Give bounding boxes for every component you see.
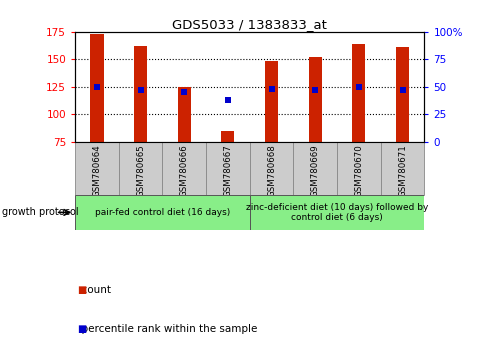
Bar bbox=[162, 142, 206, 195]
Text: growth protocol: growth protocol bbox=[2, 207, 79, 217]
Text: GSM780666: GSM780666 bbox=[180, 144, 188, 197]
Bar bbox=[119, 142, 162, 195]
Bar bbox=[395, 47, 408, 142]
Bar bbox=[134, 46, 147, 142]
Bar bbox=[75, 195, 249, 230]
Point bbox=[136, 87, 144, 93]
Point bbox=[311, 87, 318, 93]
Text: GSM780665: GSM780665 bbox=[136, 144, 145, 197]
Text: GSM780667: GSM780667 bbox=[223, 144, 232, 197]
Text: count: count bbox=[75, 285, 111, 295]
Bar bbox=[351, 44, 364, 142]
Point bbox=[398, 87, 406, 93]
Text: GSM780670: GSM780670 bbox=[354, 144, 363, 197]
Text: zinc-deficient diet (10 days) followed by
control diet (6 days): zinc-deficient diet (10 days) followed b… bbox=[245, 203, 427, 222]
Text: pair-fed control diet (16 days): pair-fed control diet (16 days) bbox=[95, 208, 229, 217]
Bar bbox=[249, 142, 293, 195]
Point bbox=[354, 84, 362, 90]
Title: GDS5033 / 1383833_at: GDS5033 / 1383833_at bbox=[172, 18, 327, 31]
Point bbox=[180, 89, 188, 95]
Bar bbox=[206, 142, 249, 195]
Bar bbox=[75, 142, 119, 195]
Point bbox=[224, 97, 231, 103]
Text: GSM780669: GSM780669 bbox=[310, 144, 319, 197]
Bar bbox=[336, 142, 380, 195]
Bar bbox=[264, 62, 278, 142]
Text: percentile rank within the sample: percentile rank within the sample bbox=[75, 324, 257, 334]
Bar bbox=[177, 87, 190, 142]
Text: GSM780664: GSM780664 bbox=[92, 144, 101, 197]
Text: GSM780668: GSM780668 bbox=[267, 144, 275, 197]
Point bbox=[267, 86, 275, 92]
Bar bbox=[380, 142, 424, 195]
Bar bbox=[90, 34, 103, 142]
Text: ■: ■ bbox=[77, 324, 87, 334]
Bar bbox=[308, 57, 321, 142]
Text: GSM780671: GSM780671 bbox=[397, 144, 406, 197]
Text: ■: ■ bbox=[77, 285, 87, 295]
Bar bbox=[293, 142, 336, 195]
Point bbox=[93, 84, 101, 90]
Bar bbox=[221, 131, 234, 142]
Bar bbox=[249, 195, 424, 230]
